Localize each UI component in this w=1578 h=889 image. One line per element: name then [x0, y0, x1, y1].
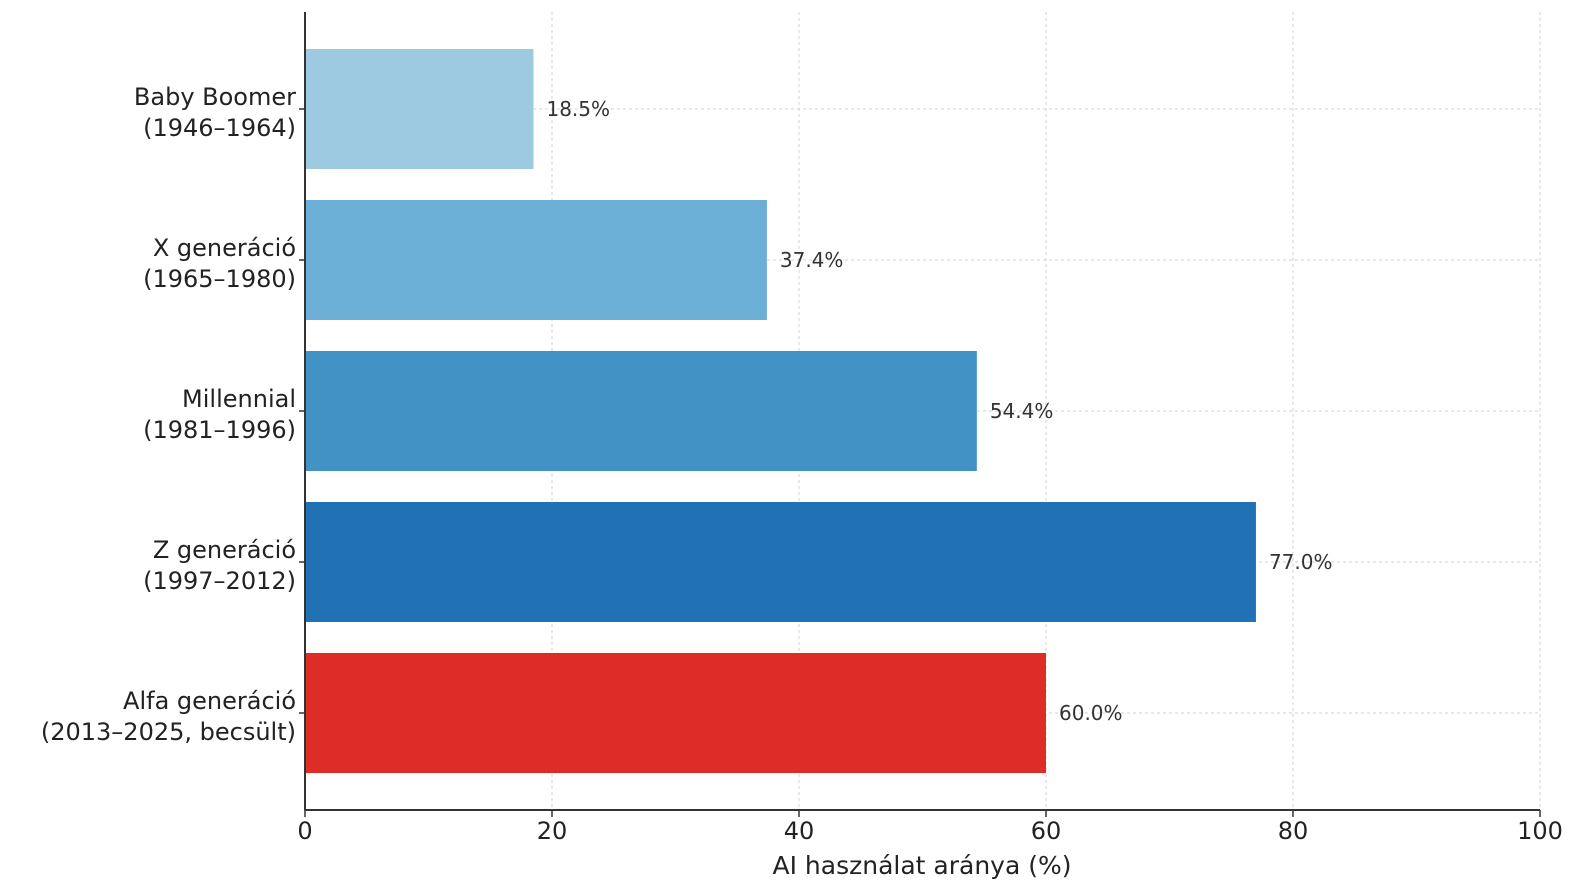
category-label: Baby Boomer	[134, 83, 296, 111]
category-label: Alfa generáció	[123, 687, 296, 715]
data-labels: 18.5% 37.4% 54.4% 77.0% 60.0%	[546, 97, 1332, 725]
category-label: (1965–1980)	[143, 265, 296, 293]
category-label: X generáció	[153, 234, 296, 262]
data-label: 37.4%	[780, 248, 844, 272]
data-label: 18.5%	[546, 97, 610, 121]
category-label: (1981–1996)	[143, 416, 296, 444]
category-label: (2013–2025, becsült)	[41, 718, 296, 746]
x-tick-label: 0	[297, 817, 312, 845]
x-tick-labels: 0 20 40 60 80 100	[297, 810, 1563, 845]
x-tick-label: 60	[1031, 817, 1062, 845]
data-label: 77.0%	[1269, 550, 1333, 574]
category-label: (1997–2012)	[143, 567, 296, 595]
bar	[305, 200, 767, 320]
x-tick-label: 80	[1278, 817, 1309, 845]
x-tick-label: 100	[1517, 817, 1563, 845]
data-label: 60.0%	[1059, 701, 1123, 725]
category-labels: Baby Boomer (1946–1964) X generáció (1965–1…	[41, 83, 305, 746]
bar	[305, 49, 534, 169]
x-tick-label: 40	[784, 817, 815, 845]
bar	[305, 351, 977, 471]
category-label: (1946–1964)	[143, 114, 296, 142]
category-label: Z generáció	[153, 536, 296, 564]
bar	[305, 653, 1046, 773]
bar	[305, 502, 1256, 622]
x-tick-label: 20	[537, 817, 568, 845]
data-label: 54.4%	[990, 399, 1054, 423]
bars	[305, 49, 1256, 773]
category-label: Millennial	[182, 385, 296, 413]
x-axis-title: AI használat aránya (%)	[773, 851, 1072, 880]
